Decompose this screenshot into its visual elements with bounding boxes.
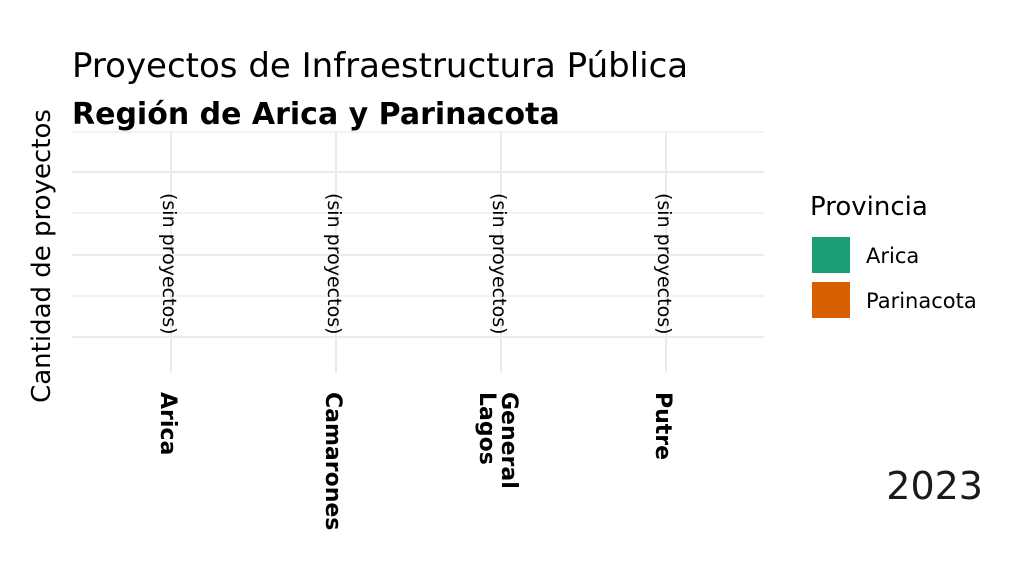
legend-swatch (812, 237, 850, 273)
gridlines (72, 131, 764, 373)
legend-label: Arica (866, 244, 919, 268)
x-tick-label: Arica (155, 392, 180, 455)
legend-title: Provincia (810, 192, 928, 222)
legend-items: Arica Parinacota (812, 237, 977, 318)
legend-swatch (812, 282, 850, 318)
x-tick-label: Lagos (474, 392, 499, 465)
x-tick-label: General (496, 392, 521, 489)
bar-labels: (sin proyectos) (sin proyectos) (sin proye… (158, 193, 675, 335)
bar-label: (sin proyectos) (488, 193, 510, 335)
x-tick-label: Putre (650, 392, 675, 460)
chart-subtitle: Región de Arica y Parinacota (72, 97, 560, 132)
chart-title: Proyectos de Infraestructura Pública (72, 46, 688, 86)
legend-label: Parinacota (866, 289, 977, 313)
bar-label: (sin proyectos) (158, 193, 180, 335)
y-axis-label: Cantidad de proyectos (27, 109, 57, 403)
bar-label: (sin proyectos) (323, 193, 345, 335)
bar-label: (sin proyectos) (653, 193, 675, 335)
chart-caption: 2023 (886, 464, 983, 508)
x-tick-label: Camarones (320, 392, 345, 530)
